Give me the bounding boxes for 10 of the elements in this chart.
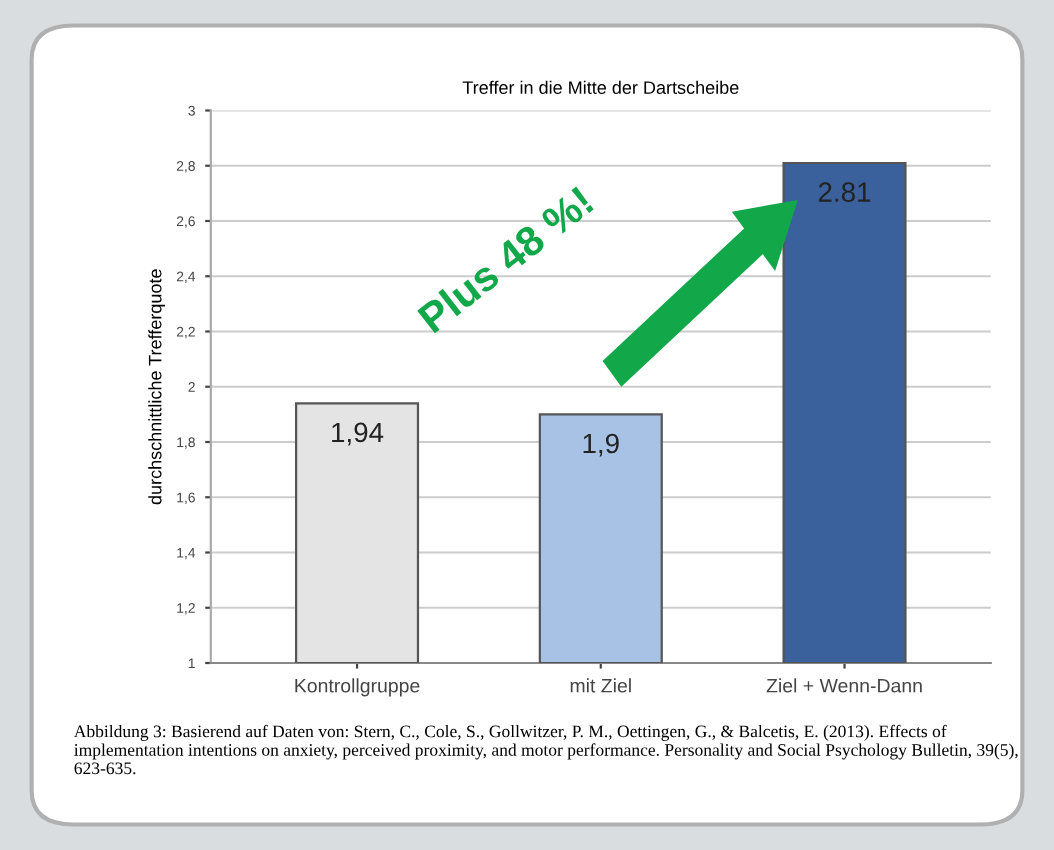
x-tick-label: Ziel + Wenn-Dann — [766, 678, 922, 693]
x-tick-label: Kontrollgruppe — [295, 678, 420, 697]
data-label: 1,94 — [332, 422, 384, 446]
text: Abbildung 3: Basierend auf Daten von: Stern, C., Cole, S., Gollwitzer, P. M., Oettingen, G., & Balcetis, E. (2013). Effects of implementation intentions on anxiety, perceived proximity, and motor performance. Personality and Social Psychology Bulletin, 39(5), 623-635. — [73, 724, 1018, 775]
data-label: 1,9 — [583, 433, 619, 457]
x-tick-label: mit Ziel — [570, 678, 631, 693]
y-axis-title: durchschnittliche Trefferquote — [148, 269, 166, 505]
annotation: Plus 48 %! — [416, 185, 595, 334]
data-label: 2.81 — [818, 182, 871, 202]
chart-title: Treffer in die Mitte der Dartscheibe — [462, 80, 739, 95]
